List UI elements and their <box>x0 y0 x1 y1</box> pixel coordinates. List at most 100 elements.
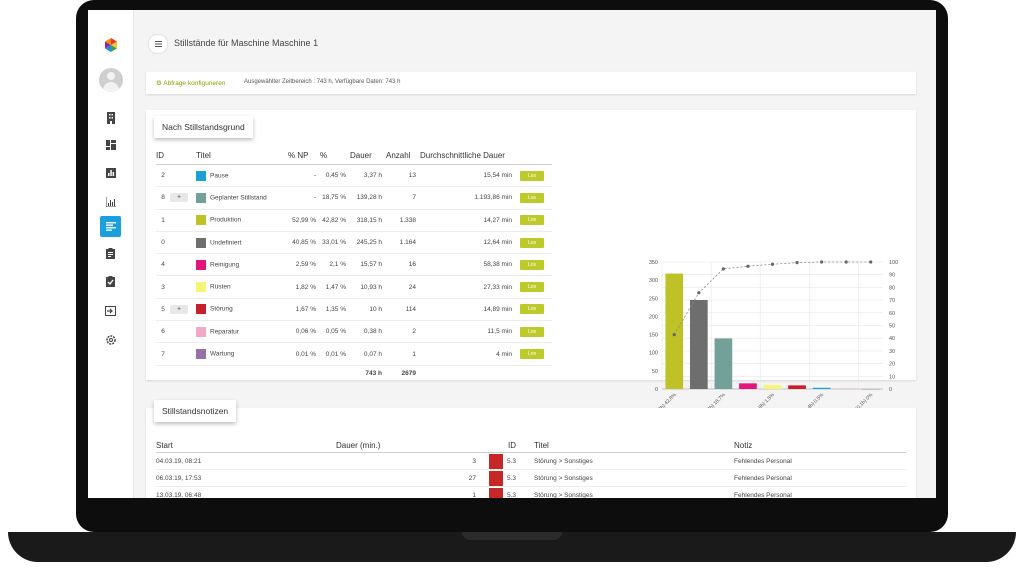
notes-col-start[interactable]: Start <box>156 438 336 453</box>
col-id[interactable]: ID <box>156 149 196 165</box>
detail-button[interactable]: Los <box>520 215 544 226</box>
category-color-swatch <box>488 453 503 469</box>
color-swatch <box>196 304 206 315</box>
expand-row-button[interactable]: + <box>170 304 188 314</box>
note-row[interactable]: 06.03.19, 17:53 27 5.3 Störung > Sonstiges F… <box>156 469 906 487</box>
right-axis-tick: 40 <box>889 336 895 342</box>
logo-icon[interactable] <box>100 34 121 55</box>
row-np: 1,82 % <box>288 275 320 299</box>
menu-icon <box>154 41 162 47</box>
row-pct: 18,75 % <box>320 186 350 210</box>
table-row: 2 Pause -0,45 % 3,37 h 13 15,54 min Los <box>156 164 552 188</box>
row-id: 4 <box>161 261 165 269</box>
row-avg: 4 min <box>420 342 516 366</box>
note-start: 04.03.19, 08:21 <box>156 452 336 470</box>
table-row: 0 Undefiniert 40,85 % 33,01 % 245,25 h 1.164 1… <box>156 231 552 255</box>
laptop-notch <box>462 532 562 540</box>
row-np: 1,67 % <box>288 298 320 322</box>
top-bar: Stillstände für Maschine Maschine 1 <box>134 10 936 56</box>
row-id-cell: 7 <box>156 342 196 366</box>
note-id: 5.3 <box>506 474 516 482</box>
configure-query-link[interactable]: ⚙ Abfrage konfigurieren <box>156 79 225 87</box>
avatar[interactable] <box>99 68 123 92</box>
expand-row-button[interactable]: + <box>170 193 188 203</box>
row-action-cell: Los <box>516 209 552 232</box>
color-swatch <box>196 170 206 181</box>
notes-col-id[interactable]: ID <box>476 438 516 453</box>
row-id-cell: 2 <box>156 164 196 188</box>
row-id-cell: 0 <box>156 231 196 255</box>
row-pct: 1,35 % <box>320 298 350 322</box>
row-title: Produktion <box>210 216 242 224</box>
note-dauer: 27 <box>336 469 476 487</box>
note-titel: Störung > Sonstiges <box>516 486 734 498</box>
detail-button[interactable]: Los <box>520 326 544 337</box>
right-axis-tick: 20 <box>889 362 895 368</box>
row-dauer: 10,93 h <box>350 275 386 299</box>
col-avg[interactable]: Durchschnittliche Dauer <box>420 149 516 165</box>
row-action-cell: Los <box>516 342 552 366</box>
list-icon[interactable] <box>100 216 121 237</box>
row-pct: 0,01 % <box>320 342 350 366</box>
bar-chart-icon[interactable] <box>100 162 121 183</box>
clipboard-icon[interactable] <box>100 243 121 264</box>
left-axis-tick: 200 <box>649 314 658 320</box>
settings-icon[interactable] <box>100 329 121 350</box>
row-avg: 1.193,86 min <box>420 186 516 210</box>
row-title: Reparatur <box>210 328 239 336</box>
notes-col-titel[interactable]: Titel <box>516 438 734 453</box>
color-swatch <box>196 349 206 360</box>
row-np: - <box>288 164 320 188</box>
row-pct: 0,45 % <box>320 164 350 188</box>
dashboard-icon[interactable] <box>100 134 121 155</box>
checklist-icon[interactable] <box>100 271 121 292</box>
left-axis-tick: 50 <box>652 369 658 375</box>
col-title[interactable]: Titel <box>196 149 288 165</box>
row-title: Pause <box>210 172 229 180</box>
col-anzahl[interactable]: Anzahl <box>386 149 420 165</box>
building-icon[interactable] <box>100 107 121 128</box>
logout-icon[interactable] <box>100 300 121 321</box>
detail-button[interactable]: Los <box>520 237 544 248</box>
left-axis-tick: 250 <box>649 296 658 302</box>
col-dauer[interactable]: Dauer <box>350 149 386 165</box>
note-row[interactable]: 13.03.19, 06:48 1 5.3 Störung > Sonstiges Fe… <box>156 486 906 498</box>
row-title: Wartung <box>210 350 235 358</box>
section-label-downtime-notes: Stillstandsnotizen <box>154 400 237 422</box>
detail-button[interactable]: Los <box>520 304 544 315</box>
row-id: 7 <box>161 350 165 358</box>
row-action-cell: Los <box>516 298 552 322</box>
menu-toggle-button[interactable] <box>148 34 168 54</box>
left-axis-tick: 300 <box>649 278 658 284</box>
row-title: Reinigung <box>210 261 240 269</box>
notes-col-dauer[interactable]: Dauer (min.) <box>336 438 476 453</box>
note-dauer: 3 <box>336 452 476 470</box>
notes-col-notiz[interactable]: Notiz <box>734 438 906 453</box>
col-np[interactable]: % NP <box>288 149 320 165</box>
col-pct[interactable]: % <box>320 149 350 165</box>
category-color-swatch <box>488 487 503 498</box>
row-np: 2,59 % <box>288 253 320 277</box>
row-id: 6 <box>161 328 165 336</box>
line-chart-icon[interactable] <box>100 191 121 212</box>
note-row[interactable]: 04.03.19, 08:21 3 5.3 Störung > Sonstiges Fe… <box>156 452 906 470</box>
row-action-cell: Los <box>516 231 552 255</box>
right-axis-tick: 70 <box>889 298 895 304</box>
detail-button[interactable]: Los <box>520 282 544 293</box>
row-id-cell: 6 <box>156 320 196 344</box>
row-id-cell: 1 <box>156 209 196 232</box>
note-start: 13.03.19, 06:48 <box>156 486 336 498</box>
sliders-icon: ⚙ <box>156 80 162 87</box>
detail-button[interactable]: Los <box>520 170 544 181</box>
note-notiz: Fehlendes Personal <box>734 452 906 470</box>
detail-button[interactable]: Los <box>520 192 544 203</box>
row-np: 52,99 % <box>288 209 320 232</box>
row-anzahl: 2 <box>386 320 420 344</box>
row-id: 5 <box>161 305 165 313</box>
downtime-reason-card: ID Titel % NP % Dauer Anzahl Durchschnit… <box>146 110 916 441</box>
laptop-base <box>0 532 1024 567</box>
right-axis-tick: 30 <box>889 349 895 355</box>
detail-button[interactable]: Los <box>520 349 544 360</box>
detail-button[interactable]: Los <box>520 259 544 270</box>
